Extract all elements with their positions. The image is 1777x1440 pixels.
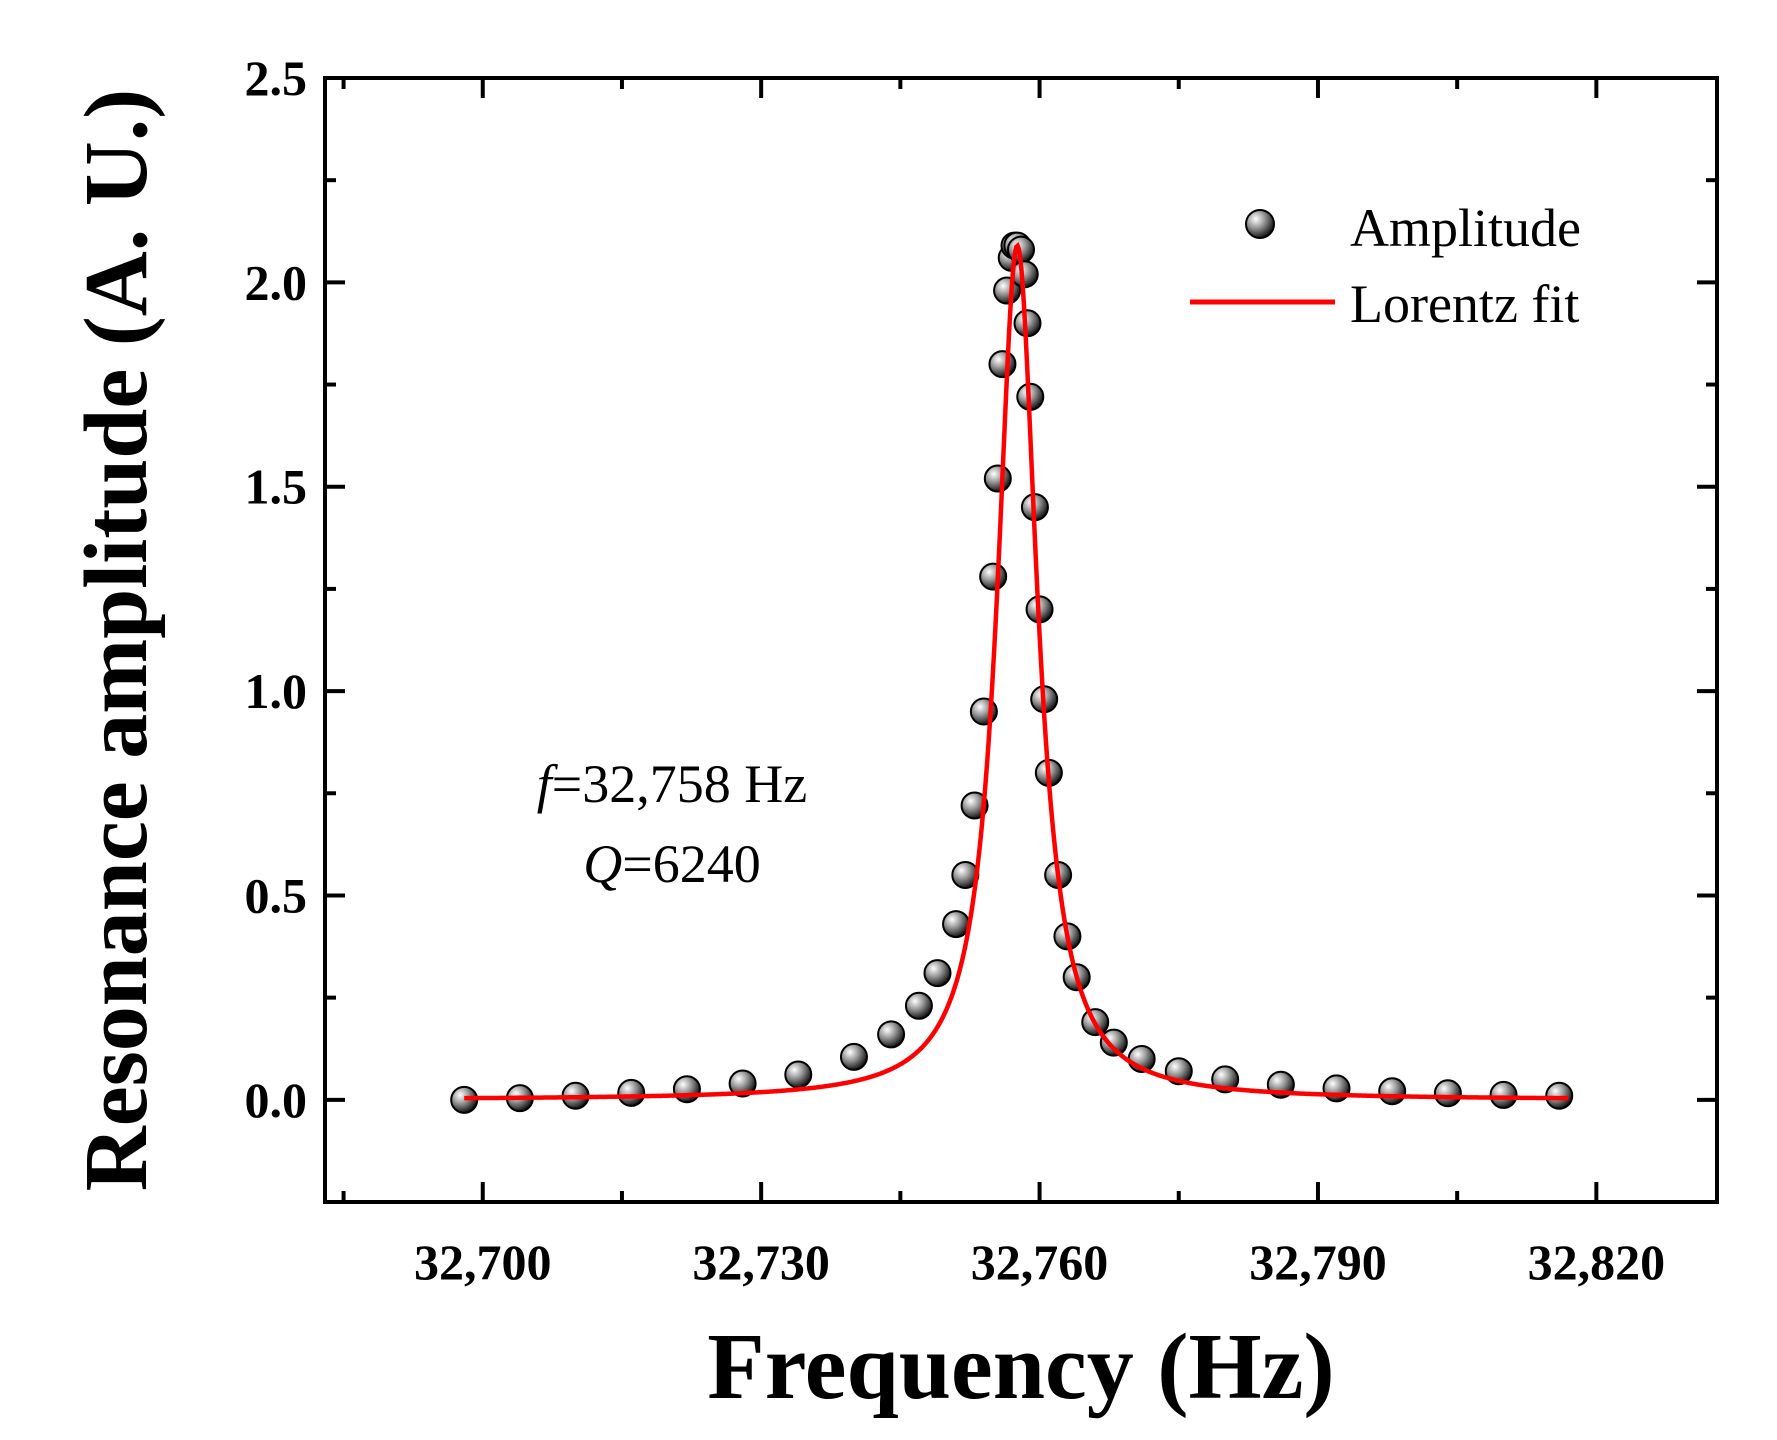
data-point: [988, 350, 1017, 379]
data-point: [1378, 1077, 1407, 1106]
plot-frame: [323, 76, 1719, 1204]
data-point: [923, 959, 952, 988]
data-point: [1489, 1080, 1518, 1109]
x-tick-label: 32,760: [971, 1234, 1109, 1290]
data-point: [942, 910, 971, 939]
annotation-q-factor: Q=6240: [583, 834, 760, 894]
annotation-frequency-value: =32,758 Hz: [552, 754, 807, 814]
data-point: [983, 464, 1012, 493]
x-axis-title: Frequency (Hz): [707, 1315, 1334, 1419]
data-point: [1433, 1079, 1462, 1108]
y-axis-title: Resonance amplitude (A. U.): [67, 89, 166, 1191]
data-point: [1545, 1081, 1574, 1110]
data-point: [979, 562, 1008, 591]
amplitude-points: [450, 231, 1574, 1114]
legend-marker-amplitude: [1245, 209, 1275, 239]
y-tick-label: 2.5: [245, 50, 308, 106]
data-point: [1322, 1074, 1351, 1103]
legend-label-lorentz: Lorentz fit: [1350, 274, 1579, 334]
x-tick-label: 32,820: [1528, 1234, 1666, 1290]
annotation-frequency: f=32,758 Hz: [537, 754, 807, 814]
legend: Amplitude Lorentz fit: [1190, 198, 1581, 334]
x-tick-labels: 32,700 32,730 32,760 32,790 32,820: [414, 1234, 1665, 1290]
y-tick-label: 2.0: [245, 254, 308, 310]
annotation-q-value: =6240: [622, 834, 760, 894]
x-tick-label: 32,730: [692, 1234, 830, 1290]
y-tick-label: 1.5: [245, 459, 308, 515]
data-point: [617, 1078, 646, 1107]
legend-label-amplitude: Amplitude: [1350, 198, 1581, 258]
x-tick-label: 32,700: [414, 1234, 552, 1290]
annotation-q-symbol: Q: [583, 834, 622, 894]
data-point: [672, 1075, 701, 1104]
lorentz-fit-line: [464, 241, 1569, 1101]
y-tick-labels: 0.0 0.5 1.0 1.5 2.0 2.5: [245, 50, 308, 1128]
data-point: [877, 1020, 906, 1049]
x-tick-label: 32,790: [1249, 1234, 1387, 1290]
data-point: [784, 1060, 813, 1089]
y-tick-label: 1.0: [245, 663, 308, 719]
annotation: f=32,758 Hz Q=6240: [537, 754, 807, 894]
data-point: [904, 991, 933, 1020]
data-point: [1099, 1028, 1128, 1057]
y-tick-label: 0.0: [245, 1072, 308, 1128]
y-tick-label: 0.5: [245, 867, 308, 923]
data-point: [839, 1042, 868, 1071]
data-point: [728, 1069, 757, 1098]
